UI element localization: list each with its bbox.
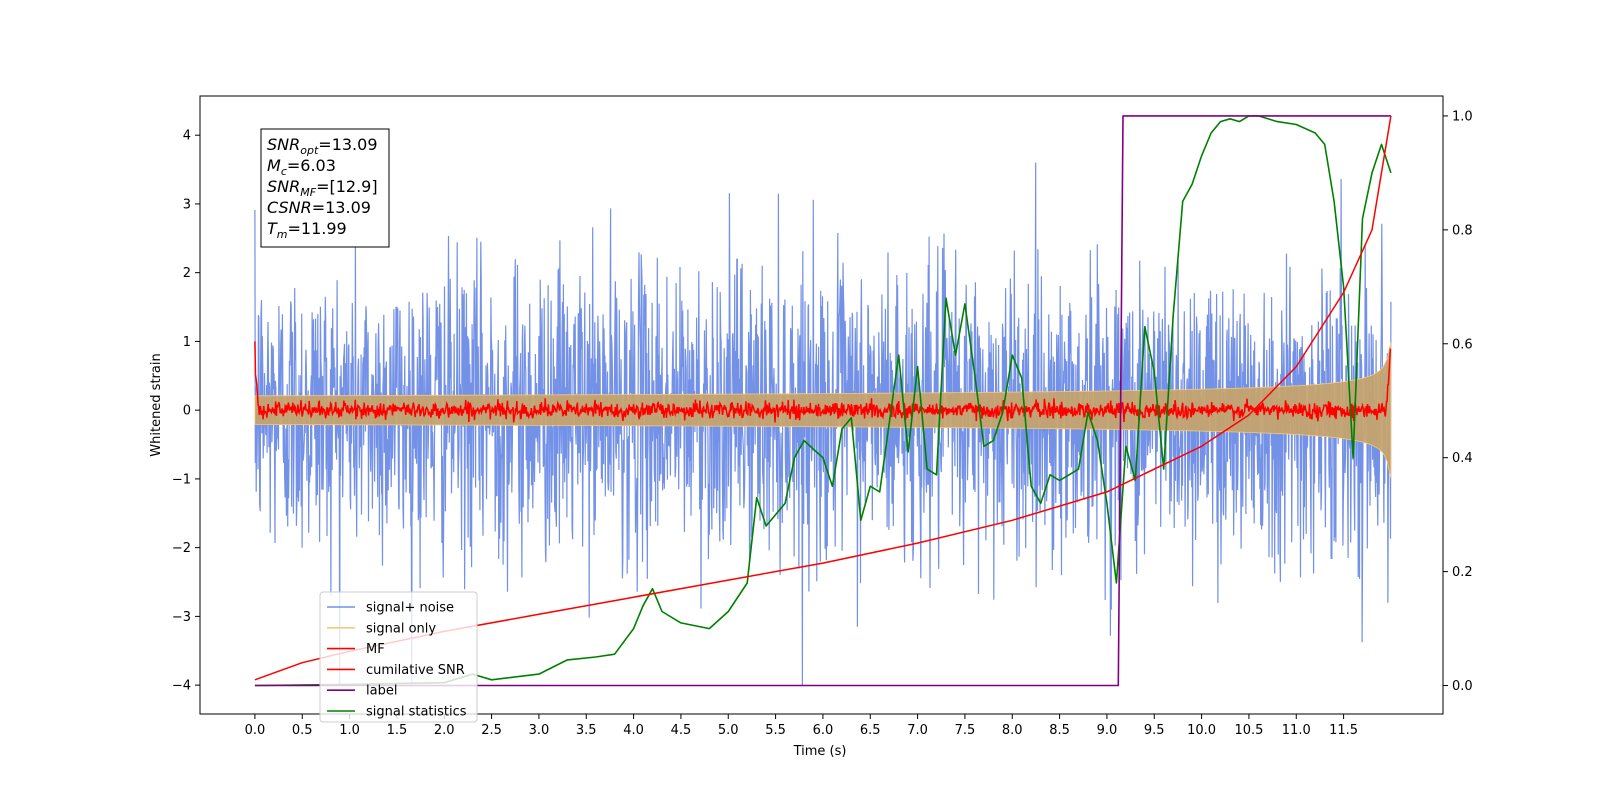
info-box-frame (260, 128, 390, 248)
x-tick-label: 9.0 (1097, 723, 1118, 738)
info-snr-opt: SNRopt=13.09 (267, 135, 378, 157)
y2-tick-label: 1.0 (1452, 109, 1473, 124)
x-tick-label: 5.0 (718, 723, 739, 738)
x-tick-label: 6.0 (813, 723, 834, 738)
y-tick-label: 0 (183, 404, 191, 419)
x-tick-label: 0.0 (245, 723, 266, 738)
legend: signal+ noise signal only MF cumilative SNR… (319, 591, 478, 723)
y-tick-label: −4 (172, 679, 191, 694)
info-tm: Tm=11.99 (267, 219, 347, 241)
legend-label: label (366, 684, 397, 699)
y-axis-label: Whitened strain (149, 353, 164, 456)
legend-label: signal+ noise (366, 601, 454, 616)
plot-frame (199, 95, 1444, 715)
legend-label: cumilative SNR (366, 663, 465, 678)
y-tick-label: 3 (183, 197, 191, 212)
y-tick-label: 1 (183, 335, 191, 350)
x-tick-label: 5.5 (765, 723, 786, 738)
x-tick-label: 1.0 (339, 723, 360, 738)
x-tick-label: 7.0 (907, 723, 928, 738)
x-tick-label: 6.5 (860, 723, 881, 738)
x-tick-label: 0.5 (292, 723, 313, 738)
y-axis-right: 1.0 0.8 0.6 0.4 0.2 0.0 (1443, 109, 1473, 694)
legend-items: signal+ noise signal only MF cumilative SNR… (327, 601, 467, 720)
x-tick-label: 9.5 (1144, 723, 1165, 738)
y-tick-label: −2 (172, 541, 191, 556)
x-tick-label: 8.0 (1002, 723, 1023, 738)
x-tick-label: 10.5 (1234, 723, 1263, 738)
info-mc: Mc=6.03 (267, 156, 336, 178)
series-signal-statistics (254, 115, 1392, 687)
series-label (254, 115, 1391, 687)
series-mf (254, 341, 1392, 423)
y-axis-left: 4 3 2 1 0 −1 −2 −3 −4 (172, 129, 200, 694)
info-box: SNRopt=13.09 Mc=6.03 SNRMF=[12.9] CSNR=1… (260, 128, 390, 248)
x-axis-label: Time (s) (793, 744, 847, 759)
y2-tick-label: 0.4 (1452, 451, 1473, 466)
legend-label: signal only (366, 621, 436, 636)
x-tick-label: 4.5 (671, 723, 692, 738)
legend-frame (319, 591, 478, 723)
y-tick-label: −3 (172, 610, 191, 625)
x-tick-label: 1.5 (387, 723, 408, 738)
y2-tick-label: 0.2 (1452, 565, 1473, 580)
x-tick-label: 4.0 (623, 723, 644, 738)
x-tick-label: 8.5 (1049, 723, 1070, 738)
y2-tick-label: 0.6 (1452, 337, 1473, 352)
legend-label: signal statistics (366, 705, 467, 720)
x-tick-label: 11.5 (1329, 723, 1358, 738)
info-csnr: CSNR=13.09 (267, 198, 371, 217)
x-tick-label: 10.0 (1187, 723, 1216, 738)
x-tick-label: 3.0 (529, 723, 550, 738)
x-tick-label: 7.5 (955, 723, 976, 738)
y2-tick-label: 0.0 (1452, 679, 1473, 694)
x-tick-label: 2.0 (434, 723, 455, 738)
legend-label: MF (366, 642, 385, 657)
y-tick-label: 2 (183, 266, 191, 281)
x-tick-label: 3.5 (576, 723, 597, 738)
x-tick-label: 2.5 (481, 723, 502, 738)
y2-tick-label: 0.8 (1452, 223, 1473, 238)
y-tick-label: −1 (172, 472, 191, 487)
info-snr-mf: SNRMF=[12.9] (267, 177, 378, 199)
x-tick-label: 11.0 (1282, 723, 1311, 738)
x-axis: 0.0 0.5 1.0 1.5 2.0 2.5 3.0 3.5 4.0 4.5 5.0 5.5 6.0 6… (245, 714, 1358, 738)
y-tick-label: 4 (183, 129, 191, 144)
